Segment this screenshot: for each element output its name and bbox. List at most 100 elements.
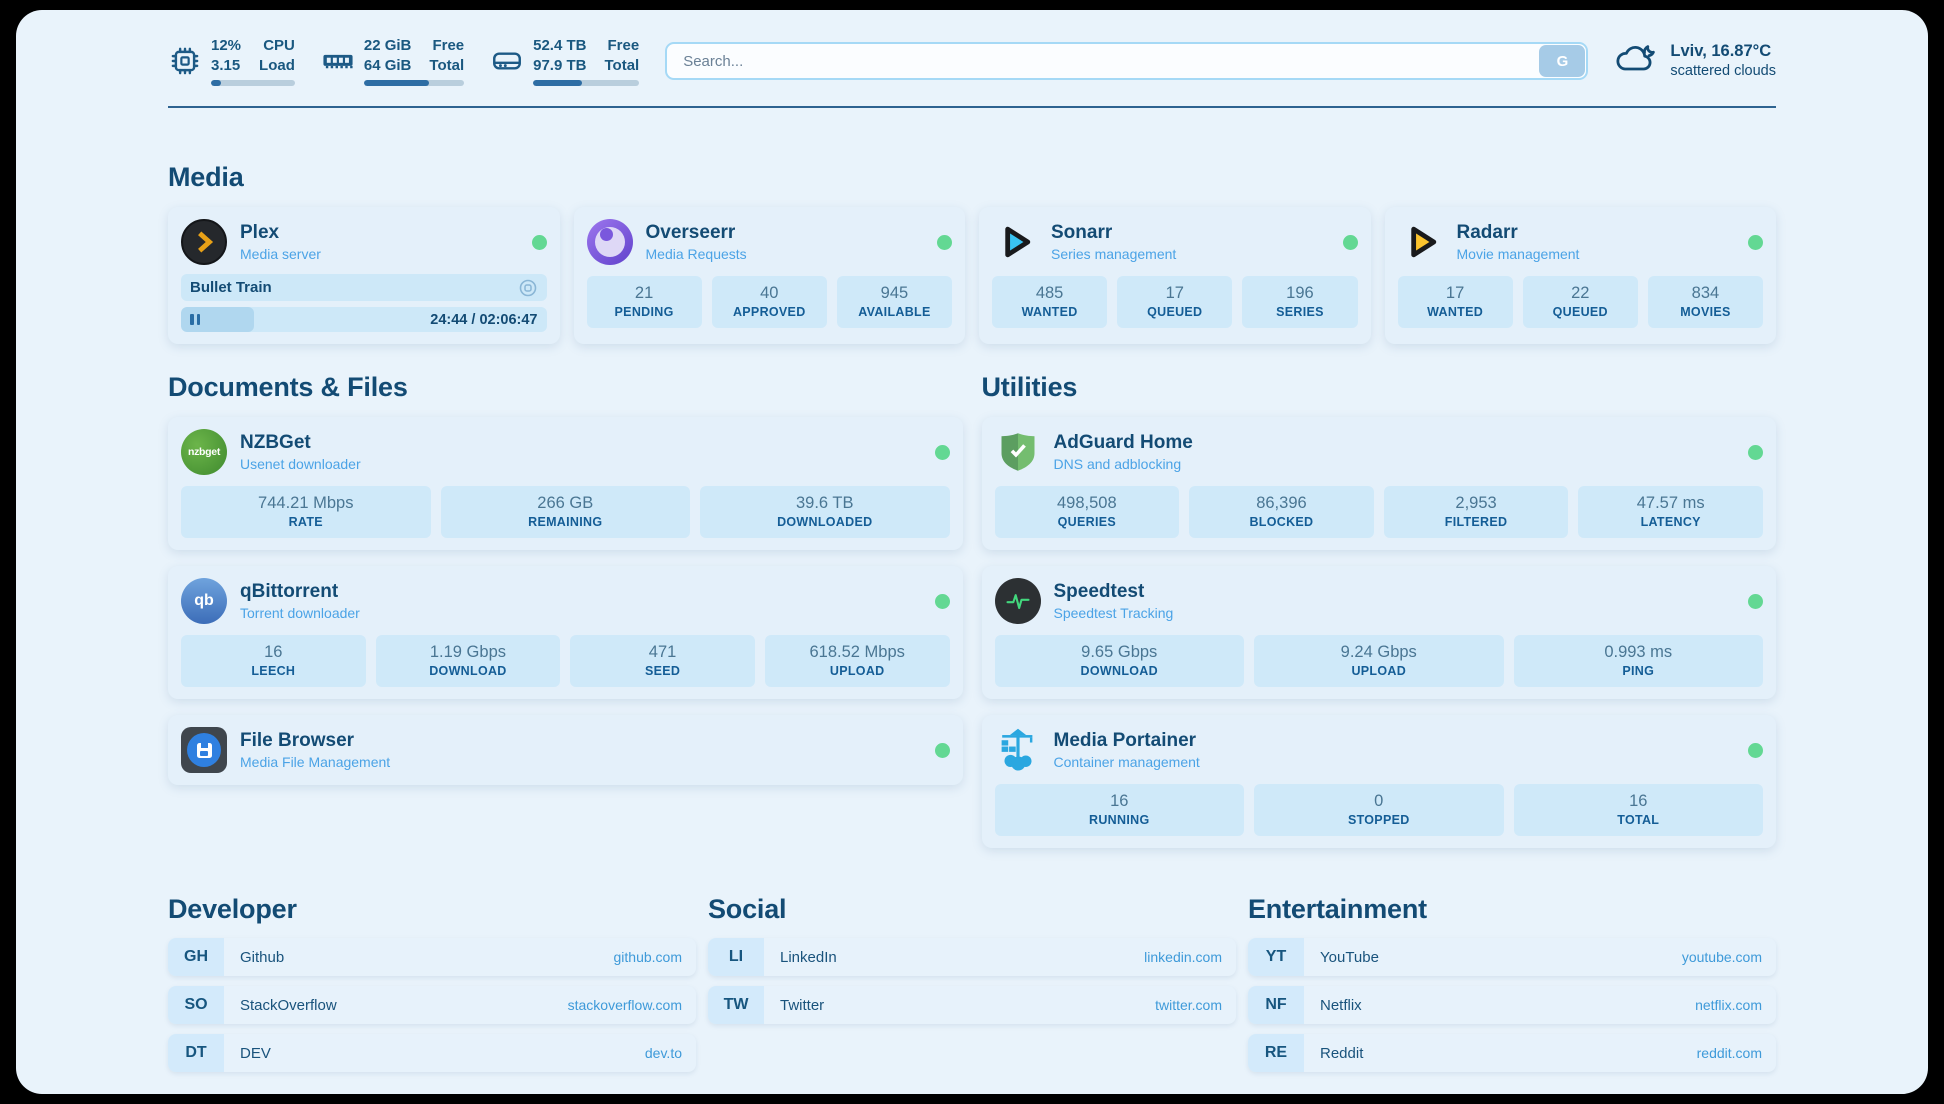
stat-value: 2,953 — [1455, 494, 1497, 512]
stat-value: 16 — [264, 643, 283, 661]
stat-tile: 2,953 FILTERED — [1383, 486, 1569, 538]
status-dot — [1748, 593, 1763, 609]
ram-total-label: Total — [429, 56, 465, 74]
stat-value: 744.21 Mbps — [258, 494, 354, 512]
plex-now-playing: Bullet Train 24:44 / 02:06:47 — [181, 274, 547, 332]
weather-widget: Lviv, 16.87°C scattered clouds — [1614, 41, 1776, 81]
stat-tile: 471 SEED — [570, 635, 755, 687]
stat-tile: 16 TOTAL — [1513, 784, 1763, 836]
bookmark-url[interactable]: youtube.com — [1681, 949, 1762, 965]
app-title: NZBGet — [240, 431, 311, 453]
stat-tile: 47.57 ms LATENCY — [1578, 486, 1763, 538]
bookmark-name: Reddit — [1320, 1044, 1364, 1062]
bookmark-name: StackOverflow — [240, 996, 337, 1014]
app-title: Sonarr — [1051, 221, 1113, 243]
stat-tile: 744.21 Mbps RATE — [181, 486, 431, 538]
cpu-icon — [168, 44, 202, 78]
app-subtitle: Torrent downloader — [240, 605, 360, 622]
bookmark-linkedin[interactable]: LI LinkedIn linkedin.com — [708, 938, 1236, 976]
bookmark-name: YouTube — [1320, 948, 1379, 966]
search-input[interactable] — [665, 42, 1589, 80]
bookmark-dev[interactable]: DT DEV dev.to — [168, 1034, 696, 1072]
disk-free-value: 52.4 TB — [533, 37, 587, 54]
app-card-sonarr[interactable]: Sonarr Series management 485 WANTED 17 Q… — [979, 207, 1371, 344]
adguard-icon — [995, 429, 1041, 475]
bookmark-url[interactable]: linkedin.com — [1144, 949, 1222, 965]
stat-value: 39.6 TB — [796, 494, 854, 512]
bookmark-url[interactable]: stackoverflow.com — [567, 997, 682, 1013]
stat-label: RUNNING — [1089, 813, 1150, 827]
speedtest-icon — [994, 578, 1041, 624]
dashboard-page: 12% 3.15 CPU Load — [16, 10, 1928, 1094]
status-dot — [1342, 234, 1358, 250]
stat-tile: 22 QUEUED — [1522, 276, 1638, 328]
status-dot — [934, 444, 950, 460]
app-card-overseerr[interactable]: Overseerr Media Requests 21 PENDING 40 A… — [573, 207, 965, 344]
stat-label: WANTED — [1021, 305, 1078, 319]
app-title: Speedtest — [1053, 580, 1145, 602]
stat-label: UPLOAD — [829, 664, 885, 678]
status-dot — [531, 234, 547, 250]
stat-value: 16 — [1110, 792, 1129, 810]
stat-label: LEECH — [251, 664, 296, 678]
stat-value: 47.57 ms — [1636, 494, 1705, 512]
app-card-radarr[interactable]: Radarr Movie management 17 WANTED 22 QUE… — [1384, 207, 1776, 344]
app-card-filebrowser[interactable]: File Browser Media File Management — [168, 715, 963, 785]
stat-value: 0 — [1374, 792, 1384, 810]
bookmark-abbr: RE — [1248, 1034, 1304, 1072]
ram-total-value: 64 GiB — [363, 56, 412, 74]
bookmark-github[interactable]: GH Github github.com — [168, 938, 696, 976]
now-playing-title: Bullet Train — [190, 279, 272, 296]
stat-label: PING — [1622, 664, 1655, 678]
pause-icon[interactable] — [190, 314, 200, 325]
app-title: File Browser — [240, 729, 355, 751]
bookmark-url[interactable]: twitter.com — [1155, 997, 1222, 1013]
bookmark-youtube[interactable]: YT YouTube youtube.com — [1248, 938, 1776, 976]
app-card-qbittorrent[interactable]: qb qBittorrent Torrent downloader 16 LEE… — [168, 566, 963, 699]
stat-label: WANTED — [1427, 305, 1484, 319]
ram-metric: 22 GiB 64 GiB Free Total — [321, 36, 465, 86]
stat-tile: 9.65 Gbps DOWNLOAD — [994, 635, 1244, 687]
cpu-metric: 12% 3.15 CPU Load — [168, 36, 295, 86]
app-card-nzbget[interactable]: nzbget NZBGet Usenet downloader 744.21 M… — [168, 417, 963, 550]
stat-label: BLOCKED — [1249, 515, 1314, 529]
cpu-label: CPU — [263, 37, 295, 54]
bookmark-reddit[interactable]: RE Reddit reddit.com — [1248, 1034, 1776, 1072]
stat-tile: 21 PENDING — [586, 276, 702, 328]
app-card-portainer[interactable]: Media Portainer Container management 16 … — [981, 715, 1776, 848]
stat-tile: 196 SERIES — [1242, 276, 1358, 328]
stat-tile: 17 WANTED — [1397, 276, 1513, 328]
bookmark-url[interactable]: dev.to — [644, 1045, 682, 1061]
stat-tile: 0 STOPPED — [1254, 784, 1504, 836]
app-card-plex[interactable]: Plex Media server Bullet Train — [168, 207, 560, 344]
app-card-adguard[interactable]: AdGuard Home DNS and adblocking 498,508 … — [981, 417, 1776, 550]
bookmark-url[interactable]: github.com — [613, 949, 682, 965]
disk-progress-fill — [533, 80, 582, 86]
bookmark-netflix[interactable]: NF Netflix netflix.com — [1248, 986, 1776, 1024]
bookmark-url[interactable]: netflix.com — [1695, 997, 1762, 1013]
bookmark-name: DEV — [240, 1044, 271, 1062]
bookmarks-social: Social LI LinkedIn linkedin.com TW Twitt… — [708, 894, 1236, 1072]
ram-icon — [321, 44, 355, 78]
app-title: Plex — [240, 221, 280, 243]
stat-tile: 834 MOVIES — [1647, 276, 1764, 328]
stat-label: MOVIES — [1680, 305, 1731, 319]
stat-tile: 40 APPROVED — [711, 276, 827, 328]
bookmark-url[interactable]: reddit.com — [1696, 1045, 1762, 1061]
stat-tile: 16 RUNNING — [994, 784, 1244, 836]
stat-value: 618.52 Mbps — [809, 643, 905, 661]
filebrowser-icon — [181, 727, 227, 773]
now-playing-session-icon[interactable] — [518, 278, 538, 298]
app-card-speedtest[interactable]: Speedtest Speedtest Tracking 9.65 Gbps D… — [981, 566, 1776, 699]
header-divider — [168, 106, 1776, 108]
status-dot — [1748, 444, 1763, 460]
disk-total-value: 97.9 TB — [533, 56, 587, 74]
stat-tile: 9.24 Gbps UPLOAD — [1254, 635, 1504, 687]
bookmark-stackoverflow[interactable]: SO StackOverflow stackoverflow.com — [168, 986, 696, 1024]
status-dot — [1748, 234, 1763, 250]
stat-value: 498,508 — [1056, 494, 1117, 512]
search-engine-button[interactable]: G — [1539, 45, 1586, 77]
bookmark-twitter[interactable]: TW Twitter twitter.com — [708, 986, 1236, 1024]
status-dot — [937, 234, 952, 250]
portainer-icon — [995, 727, 1041, 773]
